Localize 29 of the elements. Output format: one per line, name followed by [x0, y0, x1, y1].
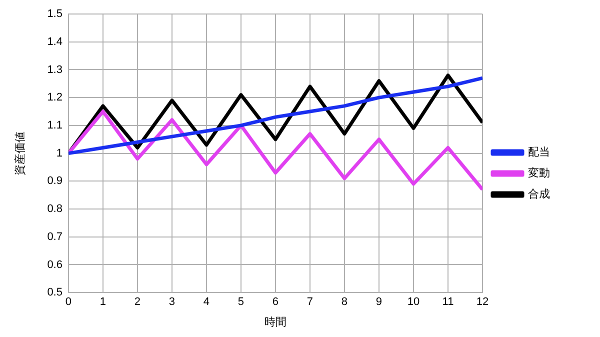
x-tick-label: 4: [203, 296, 210, 308]
x-axis-title: 時間: [264, 315, 286, 328]
x-tick-label: 9: [376, 296, 382, 308]
x-tick-label: 8: [341, 296, 348, 308]
x-tick-label: 6: [272, 296, 279, 308]
y-tick-label: 1.2: [47, 92, 62, 104]
y-tick-label: 0.5: [47, 286, 62, 299]
x-tick-label: 10: [407, 296, 420, 308]
y-axis-title: 資産価値: [14, 131, 27, 176]
x-tick-label: 11: [442, 296, 454, 308]
x-tick-label: 5: [238, 296, 244, 308]
y-tick-label: 0.8: [47, 203, 62, 216]
x-tick-label: 7: [306, 296, 314, 308]
x-tick-label: 3: [168, 296, 176, 308]
y-tick-label: 0.9: [47, 175, 62, 188]
y-tick-label: 1.1: [47, 119, 62, 132]
y-tick-label: 1: [56, 147, 62, 160]
y-tick-label: 0.7: [47, 230, 62, 243]
x-tick-label: 12: [476, 296, 489, 308]
legend-label: 変動: [528, 166, 550, 180]
y-tick-label: 1.5: [47, 8, 62, 20]
legend-label: 合成: [528, 188, 550, 201]
x-tick-label: 2: [134, 296, 141, 308]
x-tick-label: 1: [100, 296, 106, 308]
legend-label: 配当: [528, 146, 550, 159]
y-tick-label: 1.3: [47, 64, 62, 76]
y-tick-label: 1.4: [47, 36, 62, 48]
x-tick-label: 0: [65, 296, 72, 308]
y-tick-label: 0.6: [47, 258, 62, 271]
